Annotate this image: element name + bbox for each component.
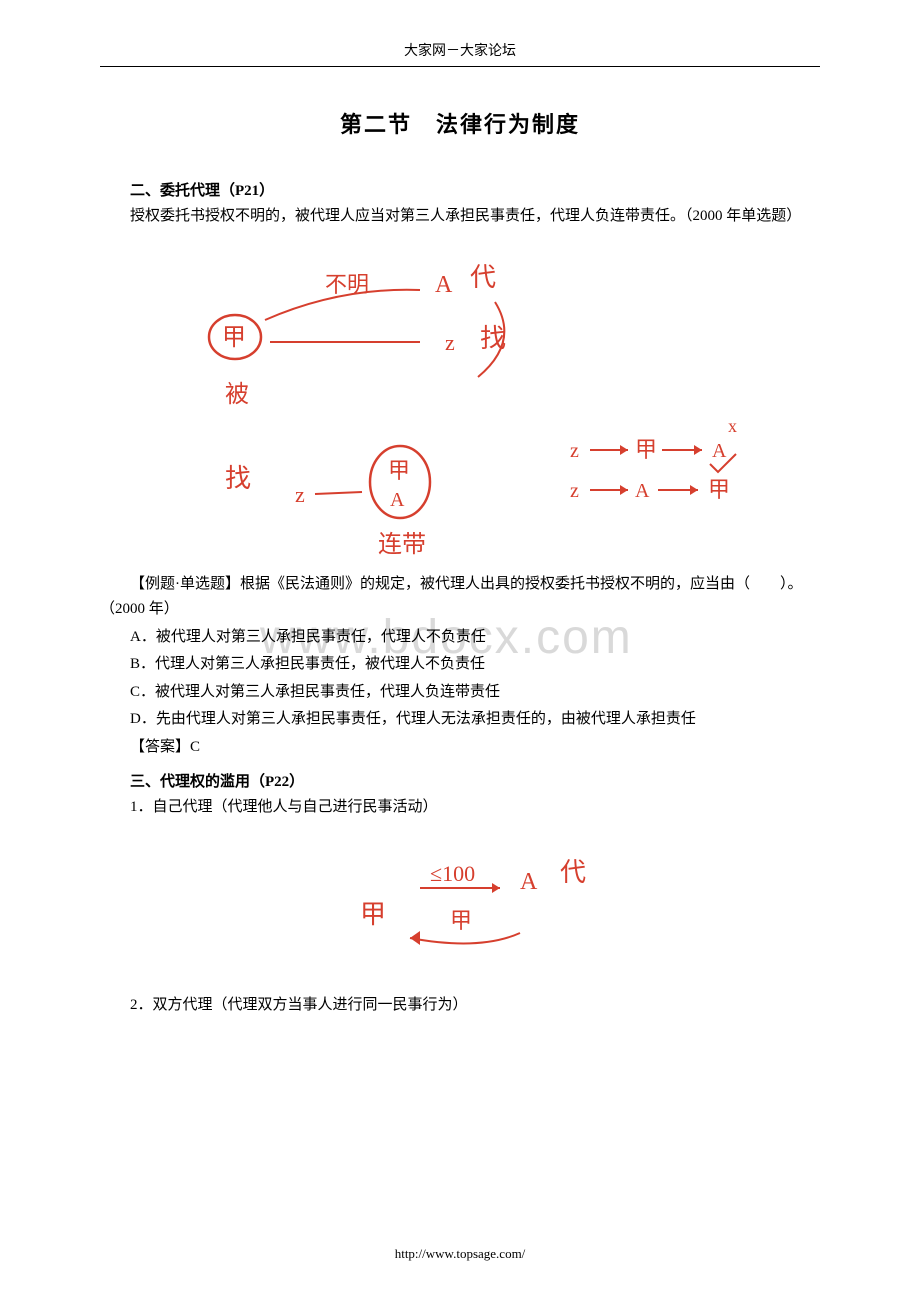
section-2-heading: 二、委托代理（P21）: [100, 179, 820, 200]
svg-text:连带: 连带: [378, 531, 426, 558]
example-answer: 【答案】C: [100, 735, 820, 761]
svg-text:被: 被: [225, 381, 249, 408]
page-footer: http://www.topsage.com/: [0, 1246, 920, 1262]
handwritten-diagram-1: 甲 被 不明 A 代 z 找 找 z 甲 A 连带 z 甲 A x z: [100, 232, 820, 572]
svg-text:甲: 甲: [388, 458, 410, 483]
svg-text:x: x: [728, 416, 737, 436]
example-stem: 【例题·单选题】根据《民法通则》的规定，被代理人出具的授权委托书授权不明的，应当…: [100, 572, 820, 623]
svg-text:z: z: [570, 480, 579, 502]
option-a: A．被代理人对第三人承担民事责任，代理人不负责任: [100, 625, 820, 651]
svg-text:代: 代: [560, 858, 586, 887]
svg-text:甲: 甲: [222, 325, 246, 351]
svg-text:A: A: [635, 480, 650, 502]
svg-text:A: A: [712, 440, 727, 462]
svg-text:甲: 甲: [635, 437, 657, 462]
svg-text:≤100: ≤100: [430, 861, 475, 886]
section-2-text: 授权委托书授权不明的，被代理人应当对第三人承担民事责任，代理人负连带责任。（20…: [100, 204, 820, 230]
page-header: 大家网－大家论坛: [100, 40, 820, 67]
svg-text:甲: 甲: [708, 477, 730, 502]
option-b: B．代理人对第三人承担民事责任，被代理人不负责任: [100, 652, 820, 678]
svg-text:代: 代: [470, 263, 496, 292]
svg-text:找: 找: [225, 464, 251, 493]
svg-text:A: A: [520, 869, 538, 895]
svg-text:z: z: [570, 440, 579, 462]
option-d: D．先由代理人对第三人承担民事责任，代理人无法承担责任的，由被代理人承担责任: [100, 707, 820, 733]
svg-text:A: A: [435, 272, 453, 298]
svg-text:找: 找: [480, 324, 506, 353]
svg-text:z: z: [295, 482, 305, 507]
option-c: C．被代理人对第三人承担民事责任，代理人负连带责任: [100, 680, 820, 706]
section-3-item1: 1．自己代理（代理他人与自己进行民事活动）: [100, 795, 820, 821]
chapter-title: 第二节 法律行为制度: [100, 107, 820, 139]
svg-text:甲: 甲: [450, 908, 472, 933]
section-3-item2: 2．双方代理（代理双方当事人进行同一民事行为）: [100, 993, 820, 1019]
svg-text:A: A: [390, 489, 405, 511]
handwritten-diagram-2: 甲 ≤100 A 代 甲: [100, 823, 820, 993]
svg-text:甲: 甲: [360, 900, 386, 929]
section-3-heading: 三、代理权的滥用（P22）: [100, 770, 820, 791]
svg-text:z: z: [445, 330, 455, 355]
